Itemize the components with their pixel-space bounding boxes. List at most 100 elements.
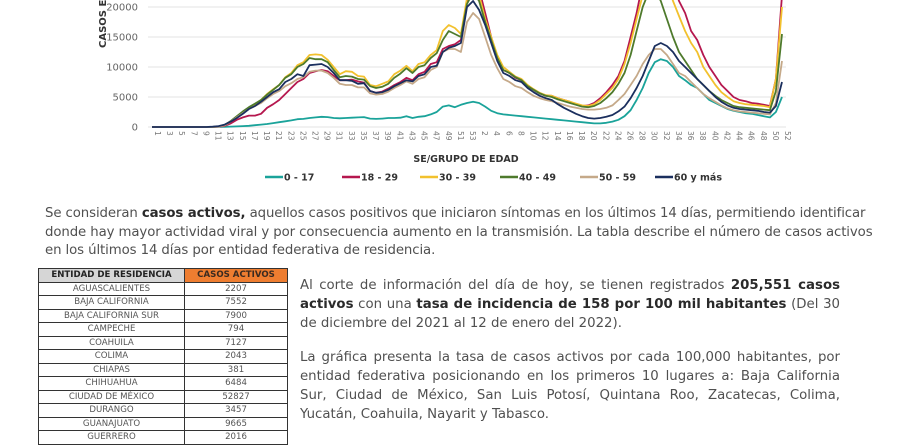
x-tick-label: 25 xyxy=(298,131,307,141)
x-tick-label: 38 xyxy=(698,131,707,141)
x-tick-label: 6 xyxy=(504,131,513,136)
active-cases-cell: 9665 xyxy=(184,416,288,431)
table-row: COAHUILA 7127 xyxy=(38,335,288,350)
x-tick-label: 22 xyxy=(601,131,610,141)
entity-cell: CAMPECHE xyxy=(38,322,185,337)
x-tick-label: 20 xyxy=(589,131,598,141)
active-cases-cell: 794 xyxy=(184,322,288,337)
x-tick-label: 9 xyxy=(201,131,210,136)
table-row: AGUASCALIENTES 2207 xyxy=(38,281,288,296)
table-row: BAJA CALIFORNIA SUR 7900 xyxy=(38,308,288,323)
table-row: CIUDAD DE MÉXICO 52827 xyxy=(38,389,288,404)
x-tick-label: 53 xyxy=(468,131,477,141)
entity-cell: COLIMA xyxy=(38,349,185,364)
x-tick-label: 23 xyxy=(286,131,295,141)
active-cases-cell: 52827 xyxy=(184,389,288,404)
x-tick-label: 14 xyxy=(553,131,562,141)
x-tick-label: 10 xyxy=(529,131,538,141)
entity-cell: CHIAPAS xyxy=(38,362,185,377)
x-tick-label: 29 xyxy=(323,131,332,141)
active-cases-cell: 2016 xyxy=(184,430,288,445)
x-tick-label: 40 xyxy=(710,131,719,141)
x-tick-label: 41 xyxy=(395,131,404,141)
legend-label: 50 - 59 xyxy=(599,173,636,184)
active-cases-cell: 6484 xyxy=(184,376,288,391)
active-cases-cell: 2043 xyxy=(184,349,288,364)
x-tick-label: 35 xyxy=(359,131,368,141)
x-tick-label: 2 xyxy=(480,131,489,136)
x-tick-label: 3 xyxy=(165,131,174,136)
series-line-5 xyxy=(152,0,783,128)
x-tick-label: 33 xyxy=(347,131,356,141)
x-tick-label: 32 xyxy=(662,131,671,141)
table-row: COLIMA 2043 xyxy=(38,349,288,364)
table-row: BAJA CALIFORNIA 7552 xyxy=(38,295,288,310)
x-tick-label: 36 xyxy=(686,131,695,141)
x-tick-label: 51 xyxy=(456,131,465,141)
x-tick-label: 24 xyxy=(613,131,622,141)
entity-cell: BAJA CALIFORNIA xyxy=(38,295,185,310)
table-row: GUERRERO 2016 xyxy=(38,430,288,445)
x-tick-label: 44 xyxy=(735,131,744,141)
table-row: GUANAJUATO 9665 xyxy=(38,416,288,431)
column-header-active-cases: CASOS ACTIVOS xyxy=(184,268,288,283)
x-tick-label: 42 xyxy=(722,131,731,141)
legend-label: 18 - 29 xyxy=(361,173,398,184)
x-tick-label: 47 xyxy=(432,131,441,141)
y-axis-label: CASOS E xyxy=(98,0,109,48)
series-line-0 xyxy=(152,58,783,128)
series-line-3 xyxy=(152,0,783,128)
x-tick-label: 48 xyxy=(759,131,768,141)
entity-cell: GUANAJUATO xyxy=(38,416,185,431)
table-row: CHIAPAS 381 xyxy=(38,362,288,377)
x-tick-label: 15 xyxy=(238,131,247,141)
rate-chart-description: La gráfica presenta la tasa de casos act… xyxy=(300,350,840,422)
active-cases-cell: 2207 xyxy=(184,281,288,296)
x-tick-label: 52 xyxy=(783,131,792,141)
entity-cell: CHIHUAHUA xyxy=(38,376,185,391)
entity-cell: DURANGO xyxy=(38,403,185,418)
x-tick-label: 19 xyxy=(262,131,271,141)
active-cases-cell: 7900 xyxy=(184,308,288,323)
x-tick-label: 1 xyxy=(153,131,162,136)
x-tick-label: 7 xyxy=(189,131,198,136)
legend-label: 30 - 39 xyxy=(439,173,476,184)
x-tick-label: 8 xyxy=(516,131,525,136)
x-tick-label: 11 xyxy=(214,131,223,141)
entity-cell: AGUASCALIENTES xyxy=(38,281,185,296)
entity-cell: CIUDAD DE MÉXICO xyxy=(38,389,185,404)
y-tick-label: 10000 xyxy=(106,63,138,74)
y-tick-label: 20000 xyxy=(106,3,138,14)
x-tick-label: 49 xyxy=(444,131,453,141)
x-tick-label: 45 xyxy=(420,131,429,141)
active-cases-cell: 381 xyxy=(184,362,288,377)
legend-label: 0 - 17 xyxy=(284,173,314,184)
active-cases-cell: 3457 xyxy=(184,403,288,418)
active-cases-cell: 7127 xyxy=(184,335,288,350)
legend-label: 40 - 49 xyxy=(519,173,556,184)
x-tick-label: 27 xyxy=(311,131,320,141)
x-tick-label: 30 xyxy=(650,131,659,141)
x-tick-label: 18 xyxy=(577,131,586,141)
y-tick-label: 15000 xyxy=(106,33,138,44)
x-tick-label: 46 xyxy=(747,131,756,141)
x-tick-label: 50 xyxy=(771,131,780,141)
x-tick-label: 5 xyxy=(177,131,186,136)
column-header-entity: ENTIDAD DE RESIDENCIA xyxy=(38,268,185,283)
x-tick-label: 34 xyxy=(674,131,683,141)
active-cases-cell: 7552 xyxy=(184,295,288,310)
active-cases-table: ENTIDAD DE RESIDENCIA CASOS ACTIVOS AGUA… xyxy=(38,268,288,445)
entity-cell: GUERRERO xyxy=(38,430,185,445)
y-tick-label: 0 xyxy=(132,123,138,134)
x-tick-label: 17 xyxy=(250,131,259,141)
x-tick-label: 13 xyxy=(226,131,235,141)
active-cases-definition: Se consideran casos activos, aquellos ca… xyxy=(45,206,873,258)
x-tick-label: 28 xyxy=(638,131,647,141)
entity-cell: COAHUILA xyxy=(38,335,185,350)
legend-label: 60 y más xyxy=(674,173,722,184)
x-axis-label: SE/GRUPO DE EDAD xyxy=(413,154,518,165)
x-tick-label: 12 xyxy=(541,131,550,141)
x-tick-label: 21 xyxy=(274,131,283,141)
x-tick-label: 16 xyxy=(565,131,574,141)
